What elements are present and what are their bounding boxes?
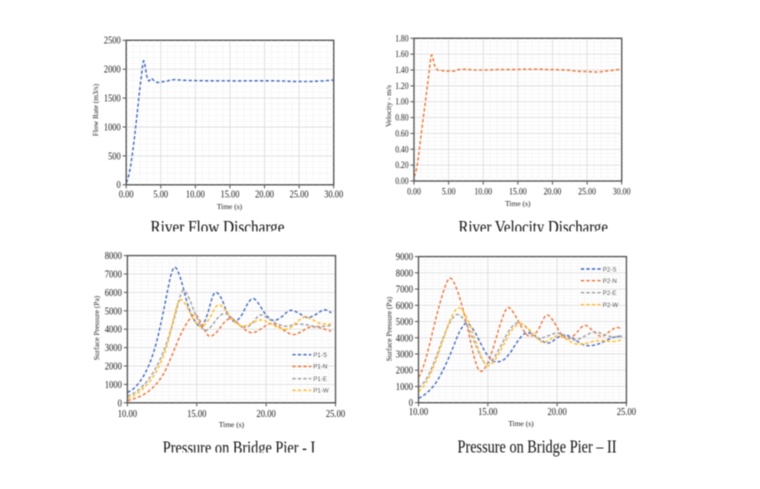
svg-text:15.00: 15.00 [478,407,497,418]
svg-text:30.00: 30.00 [324,189,343,200]
svg-text:5000: 5000 [396,317,413,328]
svg-text:Time (s): Time (s) [508,419,534,428]
svg-text:Time (s): Time (s) [217,202,243,211]
svg-text:0.40: 0.40 [395,144,409,154]
svg-text:1.40: 1.40 [395,65,409,75]
svg-text:0: 0 [117,180,121,191]
svg-text:10.00: 10.00 [409,407,428,418]
svg-text:10.00: 10.00 [186,189,205,200]
svg-text:4000: 4000 [396,333,413,344]
svg-text:1000: 1000 [105,380,122,391]
svg-text:2000: 2000 [105,362,122,373]
svg-text:Time (s): Time (s) [219,420,245,429]
svg-text:1.60: 1.60 [395,49,409,59]
svg-text:20.00: 20.00 [256,409,275,420]
svg-text:7000: 7000 [105,270,122,281]
svg-text:500: 500 [108,151,121,162]
svg-text:10.00: 10.00 [474,187,492,197]
svg-text:2000: 2000 [104,65,121,76]
svg-text:9000: 9000 [396,252,413,263]
svg-text:1.20: 1.20 [395,81,409,91]
svg-text:River Velocity Discharge: River Velocity Discharge [458,217,608,237]
svg-text:Velocity - m/s: Velocity - m/s [384,85,393,127]
svg-text:8000: 8000 [105,251,122,262]
svg-text:P2-E: P2-E [603,290,617,297]
svg-text:River Flow Discharge: River Flow Discharge [151,217,285,237]
svg-text:3000: 3000 [105,343,122,354]
svg-text:0.00: 0.00 [407,187,421,197]
svg-text:6000: 6000 [396,301,413,312]
svg-text:Flow Rate (m3/s): Flow Rate (m3/s) [91,83,100,136]
svg-text:0.60: 0.60 [395,128,409,138]
svg-text:8000: 8000 [396,268,413,279]
svg-text:Surface Pressure (Pa): Surface Pressure (Pa) [384,296,393,361]
svg-text:25.00: 25.00 [617,407,636,418]
svg-text:6000: 6000 [105,288,122,299]
svg-text:0.00: 0.00 [395,176,409,186]
svg-text:P1-E: P1-E [313,376,327,383]
svg-text:Pressure on Bridge Pier – II: Pressure on Bridge Pier – II [458,437,617,457]
svg-text:15.00: 15.00 [509,187,527,197]
svg-text:P2-N: P2-N [603,278,617,285]
svg-text:20.00: 20.00 [547,407,566,418]
svg-text:0.20: 0.20 [395,160,409,170]
svg-text:2000: 2000 [396,366,413,377]
svg-text:P1-W: P1-W [313,388,329,395]
svg-text:2500: 2500 [104,36,121,47]
svg-text:25.00: 25.00 [290,189,309,200]
svg-text:25.00: 25.00 [326,409,345,420]
svg-text:P1-S: P1-S [313,352,327,359]
svg-text:0: 0 [118,398,122,409]
svg-text:P2-W: P2-W [603,302,619,309]
svg-text:20.00: 20.00 [544,187,562,197]
svg-text:20.00: 20.00 [255,189,274,200]
svg-text:5000: 5000 [105,306,122,317]
svg-text:1.80: 1.80 [395,33,409,43]
svg-text:1000: 1000 [104,122,121,133]
svg-text:30.00: 30.00 [613,187,631,197]
svg-text:Surface Pressure (Pa): Surface Pressure (Pa) [92,295,101,360]
svg-text:0: 0 [409,398,413,409]
svg-text:P1-N: P1-N [313,364,327,371]
svg-text:3000: 3000 [396,350,413,361]
svg-text:7000: 7000 [396,285,413,296]
svg-text:0.00: 0.00 [119,189,134,200]
svg-text:15.00: 15.00 [187,409,206,420]
svg-text:5.00: 5.00 [153,189,168,200]
svg-text:5.00: 5.00 [442,187,456,197]
svg-text:1500: 1500 [104,94,121,105]
svg-text:P2-S: P2-S [603,266,617,273]
svg-text:0.80: 0.80 [395,113,409,123]
svg-text:15.00: 15.00 [221,189,240,200]
svg-text:1000: 1000 [396,382,413,393]
svg-text:4000: 4000 [105,325,122,336]
svg-text:Pressure on Bridge Pier - I: Pressure on Bridge Pier - I [163,437,316,457]
svg-text:Time (s): Time (s) [505,199,531,208]
svg-text:10.00: 10.00 [118,409,137,420]
svg-text:1.00: 1.00 [395,97,409,107]
svg-text:25.00: 25.00 [578,187,596,197]
